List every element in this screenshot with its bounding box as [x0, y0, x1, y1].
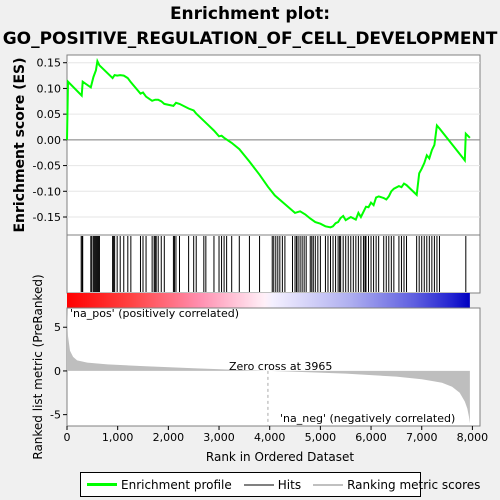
legend-swatch-ranking-metric: [313, 483, 344, 486]
legend-swatch-hits: [243, 483, 274, 486]
legend-label-ranking-metric: Ranking metric scores: [347, 477, 481, 492]
x-tick-label: 0: [64, 431, 71, 444]
chart-title-line1: Enrichment plot:: [169, 4, 331, 24]
es-y-tick-label: -0.05: [33, 160, 61, 173]
x-tick-label: 7,000: [406, 431, 438, 444]
rank-color-bar: [67, 293, 470, 308]
x-tick-label: 1,000: [102, 431, 134, 444]
legend-item-ranking-metric: Ranking metric scores: [313, 478, 480, 492]
legend-label-hits: Hits: [277, 477, 302, 492]
chart-title: Enrichment plot: GO_POSITIVE_REGULATION_…: [0, 2, 500, 52]
es-panel: [66, 54, 481, 236]
x-tick-label: 4,000: [254, 431, 286, 444]
legend-swatch-enrichment-profile: [87, 483, 117, 486]
enrichment-profile-line: [66, 57, 471, 229]
x-tick-label: 3,000: [203, 431, 235, 444]
es-y-tick-label: -0.15: [33, 211, 61, 224]
legend: Enrichment profile Hits Ranking metric s…: [80, 472, 480, 497]
legend-item-enrichment-profile: Enrichment profile: [87, 478, 232, 492]
hit-marks: [80, 236, 467, 292]
x-tick-label: 2,000: [153, 431, 185, 444]
es-y-tick-label: 0.15: [37, 57, 62, 70]
x-tick-label: 8,000: [457, 431, 489, 444]
es-y-tick-label: -0.10: [33, 185, 61, 198]
metric-y-axis-label: Ranked list metric (PreRanked): [31, 274, 45, 459]
legend-item-hits: Hits: [243, 477, 302, 492]
x-tick-label: 5,000: [305, 431, 337, 444]
zero-cross-label: Zero cross at 3965: [229, 360, 332, 373]
metric-y-axis: -5 0 5: [50, 321, 67, 422]
chart-title-line2: GO_POSITIVE_REGULATION_OF_CELL_DEVELOPME…: [2, 29, 498, 49]
positive-correlation-label: 'na_pos' (positively correlated): [70, 307, 239, 320]
es-y-axis: -0.15 -0.10 -0.05 0.00 0.05 0.10 0.15: [33, 57, 67, 224]
es-y-tick-label: 0.05: [37, 108, 62, 121]
x-tick-label: 6,000: [355, 431, 387, 444]
x-axis: 0 1,000 2,000 3,000 4,000 5,000 6,000 7,000 8,00…: [64, 426, 489, 444]
es-y-tick-label: 0.10: [37, 82, 62, 95]
metric-y-tick-label: 5: [54, 321, 61, 334]
metric-y-tick-label: 0: [54, 365, 61, 378]
ranking-metric-area: [67, 309, 470, 424]
es-y-axis-label: Enrichment score (ES): [12, 57, 28, 232]
x-axis-label: Rank in Ordered Dataset: [206, 450, 354, 464]
metric-y-tick-label: -5: [50, 409, 61, 422]
legend-label-enrichment-profile: Enrichment profile: [121, 477, 232, 492]
gsea-plot: -0.15 -0.10 -0.05 0.00 0.05 0.10 0.15 Enrichme…: [12, 54, 489, 464]
es-y-tick-label: 0.00: [37, 134, 62, 147]
negative-correlation-label: 'na_neg' (negatively correlated): [280, 412, 455, 425]
